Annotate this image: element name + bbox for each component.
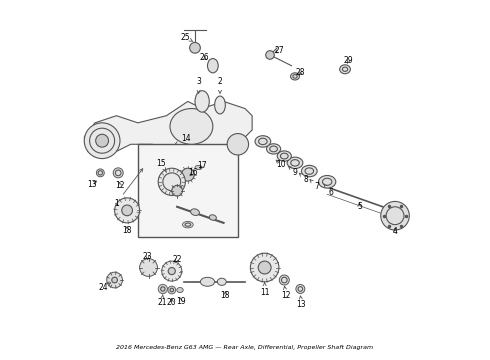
Circle shape	[84, 123, 120, 158]
Text: 29: 29	[344, 56, 353, 65]
Circle shape	[162, 261, 182, 281]
Ellipse shape	[215, 96, 225, 114]
Circle shape	[115, 198, 140, 223]
Ellipse shape	[301, 165, 317, 177]
Text: 8: 8	[299, 173, 308, 184]
Circle shape	[158, 168, 185, 195]
Text: 27: 27	[274, 46, 284, 55]
Text: 20: 20	[167, 298, 176, 307]
Text: 12: 12	[281, 286, 291, 300]
Ellipse shape	[207, 59, 218, 73]
Text: 1: 1	[114, 169, 143, 208]
Text: 21: 21	[157, 295, 167, 307]
Circle shape	[168, 267, 175, 275]
Circle shape	[122, 205, 132, 216]
Text: 18: 18	[122, 225, 132, 234]
Ellipse shape	[195, 165, 202, 170]
Ellipse shape	[267, 144, 281, 154]
Text: 14: 14	[175, 134, 191, 144]
FancyBboxPatch shape	[138, 144, 238, 237]
Circle shape	[158, 284, 168, 294]
Circle shape	[172, 185, 182, 196]
Ellipse shape	[255, 136, 270, 147]
Ellipse shape	[227, 134, 248, 155]
Ellipse shape	[209, 215, 217, 220]
Circle shape	[168, 286, 176, 294]
Text: 7: 7	[310, 180, 319, 190]
Ellipse shape	[177, 288, 183, 293]
Text: 9: 9	[289, 166, 297, 177]
Ellipse shape	[218, 278, 226, 285]
Ellipse shape	[277, 151, 292, 161]
Text: 13: 13	[87, 180, 97, 189]
Text: 28: 28	[295, 68, 305, 77]
Text: 2016 Mercedes-Benz G63 AMG — Rear Axle, Differential, Propeller Shaft Diagram: 2016 Mercedes-Benz G63 AMG — Rear Axle, …	[117, 345, 373, 350]
Polygon shape	[84, 102, 252, 166]
Circle shape	[140, 258, 157, 276]
Circle shape	[250, 253, 279, 282]
Ellipse shape	[340, 65, 350, 74]
Circle shape	[381, 202, 409, 230]
Ellipse shape	[279, 275, 289, 285]
Text: 19: 19	[176, 297, 186, 306]
Ellipse shape	[200, 277, 215, 286]
Text: 4: 4	[392, 227, 397, 236]
Ellipse shape	[113, 168, 123, 178]
Text: 3: 3	[196, 77, 201, 93]
Circle shape	[107, 272, 122, 288]
Text: 24: 24	[98, 283, 111, 292]
Circle shape	[190, 42, 200, 53]
Text: 11: 11	[260, 282, 270, 297]
Ellipse shape	[182, 221, 193, 228]
Text: 17: 17	[197, 161, 207, 170]
Circle shape	[266, 51, 274, 59]
Text: 12: 12	[115, 181, 125, 190]
Circle shape	[112, 277, 118, 283]
Text: 26: 26	[199, 53, 209, 62]
Ellipse shape	[318, 175, 336, 188]
Ellipse shape	[191, 209, 199, 216]
Ellipse shape	[195, 91, 209, 112]
Ellipse shape	[170, 109, 213, 144]
Text: 6: 6	[324, 184, 333, 197]
Ellipse shape	[287, 157, 303, 168]
Ellipse shape	[291, 73, 299, 80]
Text: 18: 18	[220, 291, 230, 300]
Circle shape	[96, 134, 109, 147]
Text: 23: 23	[143, 252, 152, 261]
Text: 2: 2	[218, 77, 222, 93]
Text: 15: 15	[156, 159, 166, 171]
Ellipse shape	[296, 284, 305, 293]
Text: 22: 22	[172, 255, 182, 264]
Text: 16: 16	[188, 168, 198, 177]
Text: 25: 25	[180, 33, 193, 42]
Text: 10: 10	[276, 160, 286, 169]
Text: 13: 13	[296, 296, 306, 309]
Circle shape	[181, 168, 194, 181]
Text: 5: 5	[357, 202, 362, 211]
Ellipse shape	[97, 169, 104, 177]
Circle shape	[258, 261, 271, 274]
